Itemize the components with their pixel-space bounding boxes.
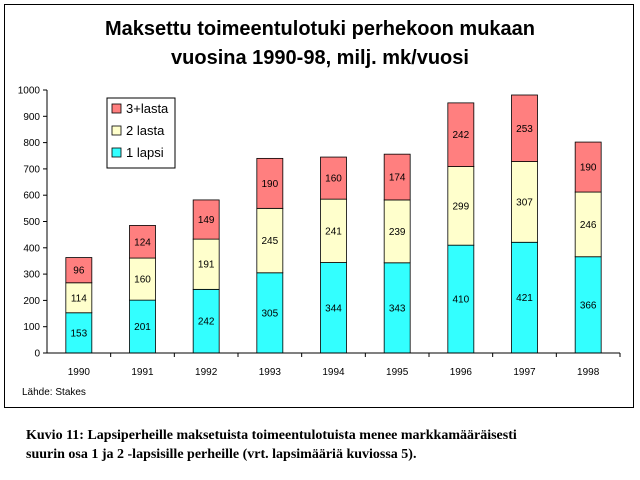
y-tick-label: 800 — [23, 138, 40, 149]
figure-caption: Kuvio 11: Lapsiperheille maksetuista toi… — [26, 426, 626, 464]
data-label: 253 — [516, 124, 533, 135]
bar-segment — [320, 156, 347, 200]
bar-segment — [574, 141, 602, 193]
x-tick-label: 1995 — [386, 367, 409, 378]
data-label: 242 — [198, 317, 215, 328]
bar-segment — [383, 199, 411, 264]
data-label: 421 — [516, 293, 533, 304]
bar-segment — [65, 257, 93, 284]
bar-segment — [511, 161, 538, 243]
caption-line-1: Kuvio 11: Lapsiperheille maksetuista toi… — [26, 428, 517, 443]
y-tick-label: 900 — [23, 112, 40, 123]
data-label: 190 — [580, 163, 597, 174]
legend-entry: 2 lasta — [126, 123, 165, 138]
bar-segment — [320, 198, 347, 263]
legend-entry: 3+lasta — [126, 101, 169, 116]
data-label: 201 — [134, 322, 151, 333]
data-label: 239 — [389, 227, 406, 238]
source-note: Lähde: Stakes — [22, 387, 86, 398]
x-tick-label: 1998 — [577, 367, 600, 378]
data-label: 410 — [452, 295, 469, 306]
legend-entry: 1 lapsi — [126, 145, 164, 160]
data-label: 299 — [452, 201, 469, 212]
data-label: 160 — [134, 275, 151, 286]
data-label: 160 — [325, 174, 342, 185]
x-tick-label: 1991 — [131, 367, 154, 378]
x-tick-label: 1990 — [68, 367, 91, 378]
data-label: 191 — [198, 260, 215, 271]
caption-line-2: suurin osa 1 ja 2 -lapsisille perheille … — [26, 447, 417, 462]
bar-segment — [192, 238, 220, 290]
x-tick-label: 1994 — [322, 367, 345, 378]
bar-segment — [574, 191, 602, 258]
data-label: 190 — [261, 179, 278, 190]
chart-title-line2: vuosina 1990-98, milj. mk/vuosi — [171, 47, 469, 69]
y-tick-label: 100 — [23, 322, 40, 333]
bar-segment — [447, 244, 475, 354]
y-tick-label: 1000 — [18, 86, 41, 97]
legend-swatch — [111, 125, 122, 136]
bar-segment — [192, 199, 220, 240]
data-label: 114 — [71, 293, 87, 304]
y-tick-label: 500 — [23, 217, 40, 228]
data-label: 124 — [134, 237, 151, 248]
data-label: 149 — [198, 215, 215, 226]
bar-segment — [511, 94, 538, 162]
bar-segment — [383, 153, 411, 201]
data-label: 343 — [389, 303, 406, 314]
data-label: 307 — [516, 197, 533, 208]
data-label: 241 — [325, 226, 342, 237]
y-tick-label: 0 — [34, 349, 40, 360]
bar-segment — [256, 207, 284, 274]
x-tick-label: 1993 — [259, 367, 282, 378]
legend-swatch — [111, 147, 122, 158]
data-label: 344 — [325, 303, 342, 314]
data-label: 242 — [452, 130, 469, 141]
data-label: 174 — [389, 173, 406, 184]
y-tick-label: 700 — [23, 164, 40, 175]
bar-segment — [320, 262, 347, 354]
y-tick-label: 200 — [23, 296, 40, 307]
x-tick-label: 1997 — [513, 367, 536, 378]
x-tick-label: 1996 — [450, 367, 473, 378]
legend-swatch — [111, 103, 122, 114]
stacked-bar-chart: 0 100 200 300 400 500 600 700 800 900 1000 153 114 96… — [18, 86, 621, 378]
data-label: 246 — [580, 220, 597, 231]
bar-segment — [574, 256, 602, 354]
x-tick-label: 1992 — [195, 367, 218, 378]
data-label: 305 — [261, 308, 278, 319]
bar-segment — [511, 241, 538, 354]
y-tick-label: 600 — [23, 191, 40, 202]
bar-segment — [383, 262, 411, 354]
bar-segment — [129, 225, 156, 259]
data-label: 245 — [261, 236, 278, 247]
bar-segment — [447, 102, 475, 167]
data-label: 96 — [73, 266, 85, 277]
y-tick-label: 400 — [23, 243, 40, 254]
bar-segment — [256, 157, 284, 209]
chart-title-line1: Maksettu toimeentulotuki perhekoon mukaa… — [104, 18, 536, 40]
data-label: 366 — [580, 300, 597, 311]
y-tick-label: 300 — [23, 270, 40, 281]
data-label: 153 — [70, 328, 87, 339]
bar-segment — [65, 282, 93, 314]
